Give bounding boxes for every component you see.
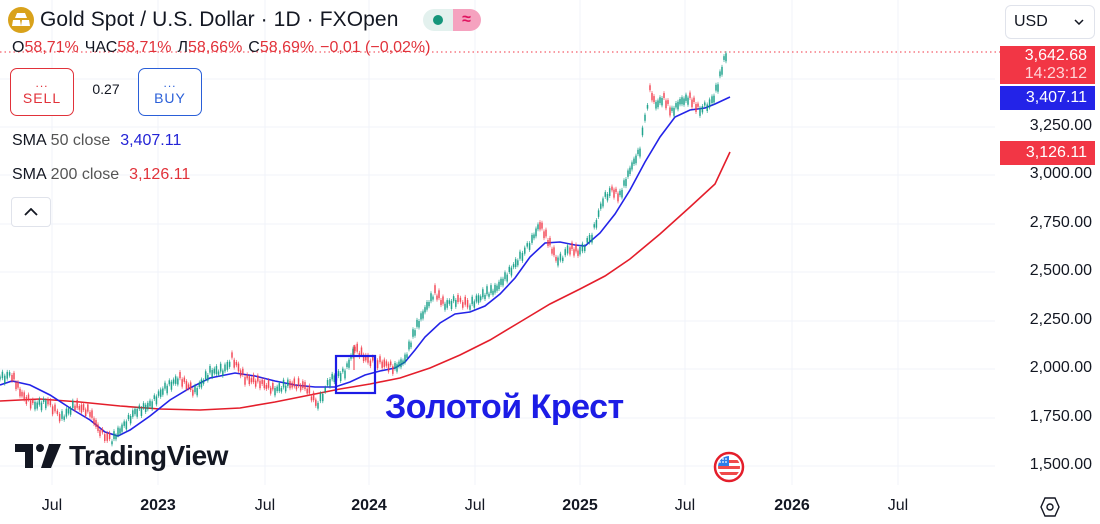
time-axis-label: Jul [674, 497, 696, 514]
indicator-sma200[interactable]: SMA 200 close 3,126.11 [12, 166, 191, 183]
candlestick-series [0, 51, 727, 447]
currency-select[interactable]: USD [1005, 5, 1095, 39]
chevron-up-icon [24, 208, 38, 216]
tradingview-logo-icon [15, 444, 61, 468]
change-value: −0,01 (−0,02%) [320, 39, 431, 56]
market-status[interactable]: ≈ [422, 9, 481, 31]
golden-cross-annotation[interactable]: Золотой Крест [385, 388, 624, 426]
sma200-line [0, 151, 731, 411]
spread-value: 0.27 [92, 81, 120, 97]
time-axis-label: Jul [41, 497, 63, 514]
chevron-down-icon [1074, 19, 1084, 25]
gold-bars-icon [8, 7, 34, 33]
price-axis-label: 2,500.00 [1029, 262, 1092, 279]
high-value: 58,71% [117, 39, 172, 56]
chart-settings-button[interactable] [1040, 496, 1060, 518]
price-axis-label: 1,500.00 [1029, 456, 1092, 473]
buy-button[interactable]: ... BUY [138, 68, 202, 116]
low-label: Л [177, 39, 189, 56]
price-axis-label: 1,750.00 [1029, 408, 1092, 425]
symbol-header: Gold Spot / U.S. Dollar · 1D · FXOpen ≈ [8, 6, 481, 34]
delayed-data-icon: ≈ [452, 9, 481, 31]
close-label: С [248, 39, 260, 56]
price-axis-label: 2,250.00 [1029, 311, 1092, 328]
market-open-dot-icon [422, 9, 453, 31]
symbol-title[interactable]: Gold Spot / U.S. Dollar · 1D · FXOpen [40, 8, 399, 31]
time-axis-label: 2024 [351, 497, 387, 514]
us-economic-event-icon[interactable] [713, 451, 745, 483]
tradingview-logo[interactable]: TradingView [15, 440, 228, 472]
time-axis-label: Jul [464, 497, 486, 514]
collapse-legend-button[interactable] [11, 197, 51, 227]
sell-button[interactable]: ... SELL [10, 68, 74, 116]
price-axis-label: 2,000.00 [1029, 359, 1092, 376]
high-label: ЧАС [84, 39, 118, 56]
time-axis-label: 2025 [562, 497, 598, 514]
open-value: 58,71% [24, 39, 79, 56]
time-axis-label: Jul [887, 497, 909, 514]
time-axis-label: 2026 [774, 497, 810, 514]
settings-hexagon-icon [1040, 497, 1060, 517]
sma200-value: 3,126.11 [129, 166, 191, 183]
trade-panel: ... SELL 0.27 ... BUY [10, 68, 202, 116]
time-axis-label: Jul [254, 497, 276, 514]
price-axis-label: 2,750.00 [1029, 214, 1092, 231]
sma200-price-tag: 3,126.11 [1000, 141, 1095, 165]
ohlc-legend: О58,71% ЧАС58,71% Л58,66% С58,69% −0,01 … [12, 39, 430, 57]
time-axis-label: 2023 [140, 497, 176, 514]
close-value: 58,69% [259, 39, 315, 56]
indicator-sma50[interactable]: SMA 50 close 3,407.11 [12, 132, 182, 149]
low-value: 58,66% [188, 39, 243, 56]
open-label: О [12, 39, 25, 56]
golden-cross-box[interactable] [334, 354, 377, 395]
sma50-value: 3,407.11 [120, 132, 182, 149]
last-price-tag: 3,642.68 14:23:12 [1000, 46, 1095, 84]
price-axis-label: 3,000.00 [1029, 165, 1092, 182]
sma50-price-tag: 3,407.11 [1000, 86, 1095, 110]
price-axis-label: 3,250.00 [1029, 117, 1092, 134]
bar-countdown: 14:23:12 [1024, 65, 1087, 82]
